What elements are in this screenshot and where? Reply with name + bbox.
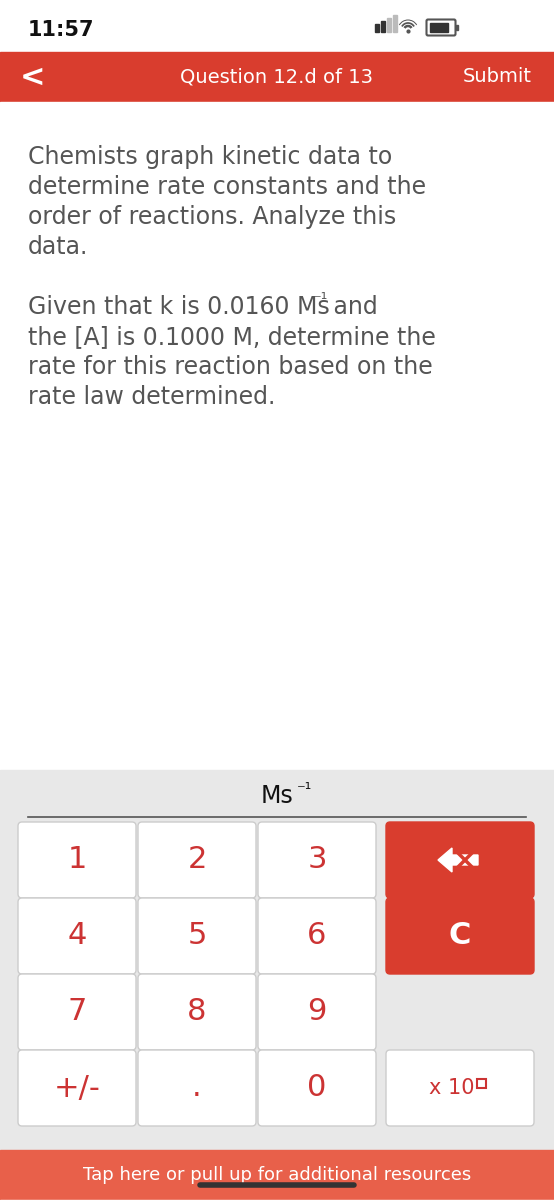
FancyBboxPatch shape xyxy=(386,822,534,898)
Bar xyxy=(375,24,379,32)
Text: rate for this reaction based on the: rate for this reaction based on the xyxy=(28,355,433,379)
FancyBboxPatch shape xyxy=(386,898,534,974)
Bar xyxy=(387,18,391,32)
Text: Tap here or pull up for additional resources: Tap here or pull up for additional resou… xyxy=(83,1166,471,1184)
Bar xyxy=(455,25,458,30)
Text: the [A] is 0.1000 M, determine the: the [A] is 0.1000 M, determine the xyxy=(28,325,436,349)
Text: Submit: Submit xyxy=(463,67,532,86)
Text: Chemists graph kinetic data to: Chemists graph kinetic data to xyxy=(28,145,392,169)
Bar xyxy=(430,23,448,32)
Text: order of reactions. Analyze this: order of reactions. Analyze this xyxy=(28,205,396,229)
Text: 3: 3 xyxy=(307,846,327,875)
FancyBboxPatch shape xyxy=(18,974,136,1050)
Text: rate law determined.: rate law determined. xyxy=(28,385,275,409)
FancyBboxPatch shape xyxy=(427,19,455,36)
Bar xyxy=(0,770,554,1150)
FancyBboxPatch shape xyxy=(138,974,256,1050)
Bar xyxy=(393,14,397,32)
Text: 6: 6 xyxy=(307,922,327,950)
Text: data.: data. xyxy=(28,235,89,259)
Bar xyxy=(0,52,554,102)
FancyBboxPatch shape xyxy=(18,822,136,898)
Text: <: < xyxy=(20,62,45,91)
Text: Ms: Ms xyxy=(260,784,294,808)
Text: 11:57: 11:57 xyxy=(28,20,95,40)
Text: 7: 7 xyxy=(68,997,86,1026)
Text: determine rate constants and the: determine rate constants and the xyxy=(28,175,426,199)
FancyBboxPatch shape xyxy=(18,898,136,974)
Text: ⁻¹: ⁻¹ xyxy=(313,290,329,308)
FancyBboxPatch shape xyxy=(18,1050,136,1126)
Bar xyxy=(0,1150,554,1200)
Text: and: and xyxy=(326,295,378,319)
Text: Given that k is 0.0160 Ms: Given that k is 0.0160 Ms xyxy=(28,295,330,319)
FancyBboxPatch shape xyxy=(138,898,256,974)
Text: +/-: +/- xyxy=(54,1074,100,1103)
FancyBboxPatch shape xyxy=(138,1050,256,1126)
Bar xyxy=(0,0,554,52)
Text: 1: 1 xyxy=(68,846,86,875)
Bar xyxy=(0,102,554,770)
FancyBboxPatch shape xyxy=(386,1050,534,1126)
FancyBboxPatch shape xyxy=(258,898,376,974)
Text: Question 12.d of 13: Question 12.d of 13 xyxy=(181,67,373,86)
Text: .: . xyxy=(192,1074,202,1103)
Text: 8: 8 xyxy=(187,997,207,1026)
Polygon shape xyxy=(438,848,478,872)
Text: ⁻¹: ⁻¹ xyxy=(297,781,312,799)
FancyBboxPatch shape xyxy=(138,822,256,898)
Bar xyxy=(381,20,385,32)
FancyBboxPatch shape xyxy=(258,822,376,898)
Bar xyxy=(477,1079,486,1088)
Text: x 10: x 10 xyxy=(429,1078,475,1098)
Text: 4: 4 xyxy=(68,922,86,950)
FancyBboxPatch shape xyxy=(258,974,376,1050)
Text: 5: 5 xyxy=(187,922,207,950)
Text: 9: 9 xyxy=(307,997,327,1026)
Text: 0: 0 xyxy=(307,1074,327,1103)
FancyBboxPatch shape xyxy=(258,1050,376,1126)
Text: 2: 2 xyxy=(187,846,207,875)
Text: C: C xyxy=(449,922,471,950)
